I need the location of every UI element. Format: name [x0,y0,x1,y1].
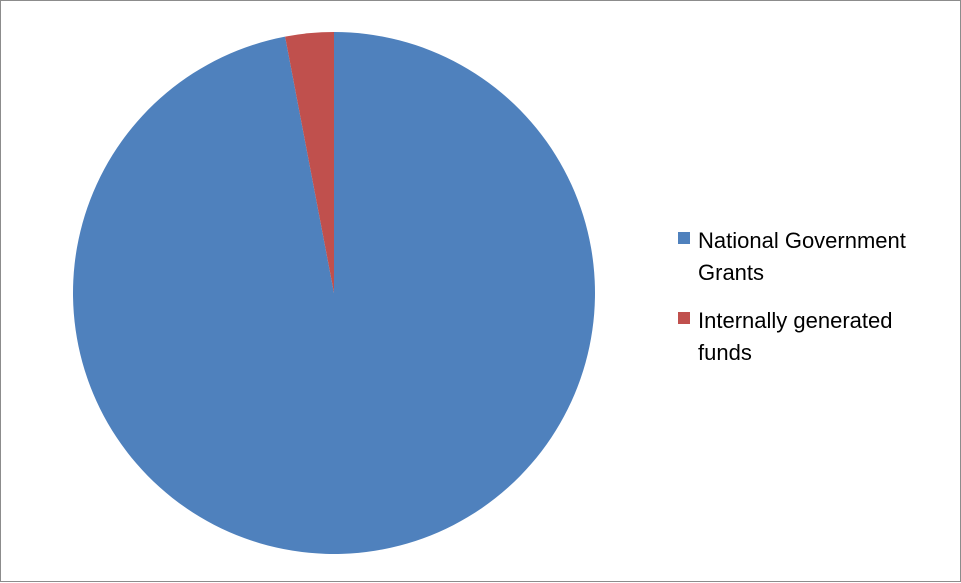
legend-swatch-internally-generated-funds [678,312,690,324]
legend-label-national-government-grants: National Government Grants [698,228,906,285]
pie-slice-national-government-grants [72,32,595,554]
legend-label-internally-generated-funds: Internally generated funds [698,308,893,365]
legend-swatch-national-government-grants [678,232,690,244]
pie-slice-internally-generated-funds [285,32,334,293]
legend: National Government Grants Internally ge… [678,225,948,385]
legend-item-internally-generated-funds: Internally generated funds [678,305,948,369]
legend-item-national-government-grants: National Government Grants [678,225,948,289]
